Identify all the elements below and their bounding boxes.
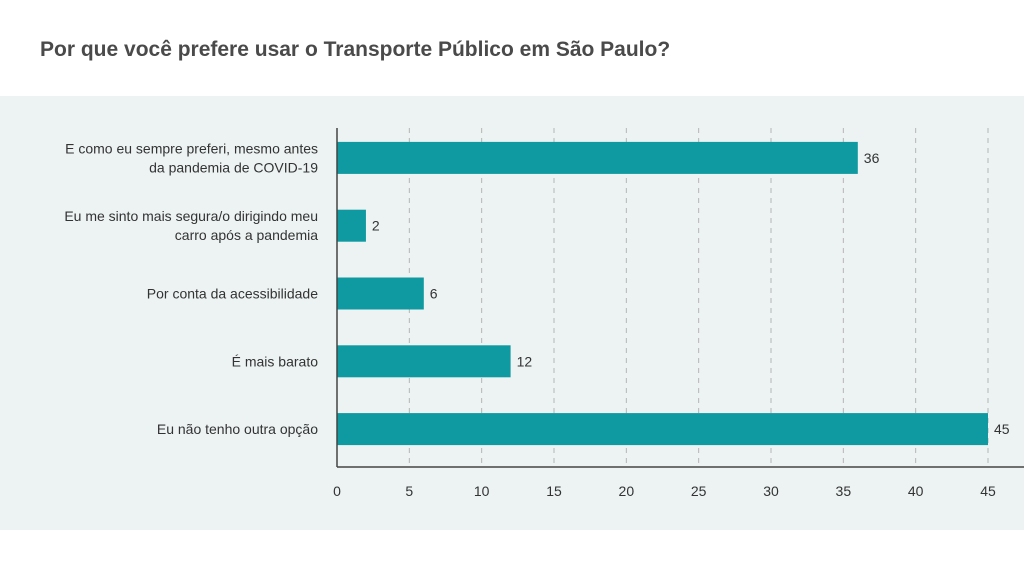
bar <box>337 345 511 378</box>
data-label: 45 <box>994 421 1010 437</box>
bar <box>337 413 988 446</box>
x-tick-label: 30 <box>763 483 779 499</box>
category-label: Eu me sinto mais segura/o dirigindo meu c… <box>64 208 318 243</box>
x-tick-label: 0 <box>333 483 341 499</box>
bar <box>337 141 858 174</box>
data-label: 12 <box>517 353 533 369</box>
x-tick-label: 10 <box>474 483 490 499</box>
x-tick-label: 35 <box>836 483 852 499</box>
chart-title: Por que você prefere usar o Transporte P… <box>40 38 671 61</box>
x-tick-label: 25 <box>691 483 707 499</box>
category-label: E como eu sempre preferi, mesmo antes da … <box>65 140 318 175</box>
x-tick-label: 15 <box>546 483 562 499</box>
bar <box>337 209 366 242</box>
category-label: Eu não tenho outra opção <box>157 421 318 437</box>
data-label: 2 <box>372 218 380 234</box>
category-label: É mais barato <box>232 353 319 369</box>
x-tick-label: 5 <box>405 483 413 499</box>
x-tick-label: 40 <box>908 483 924 499</box>
bar <box>337 277 424 310</box>
data-label: 6 <box>430 286 438 302</box>
x-tick-label: 45 <box>980 483 996 499</box>
x-tick-label: 20 <box>619 483 635 499</box>
category-label: Por conta da acessibilidade <box>147 286 318 302</box>
data-label: 36 <box>864 150 880 166</box>
